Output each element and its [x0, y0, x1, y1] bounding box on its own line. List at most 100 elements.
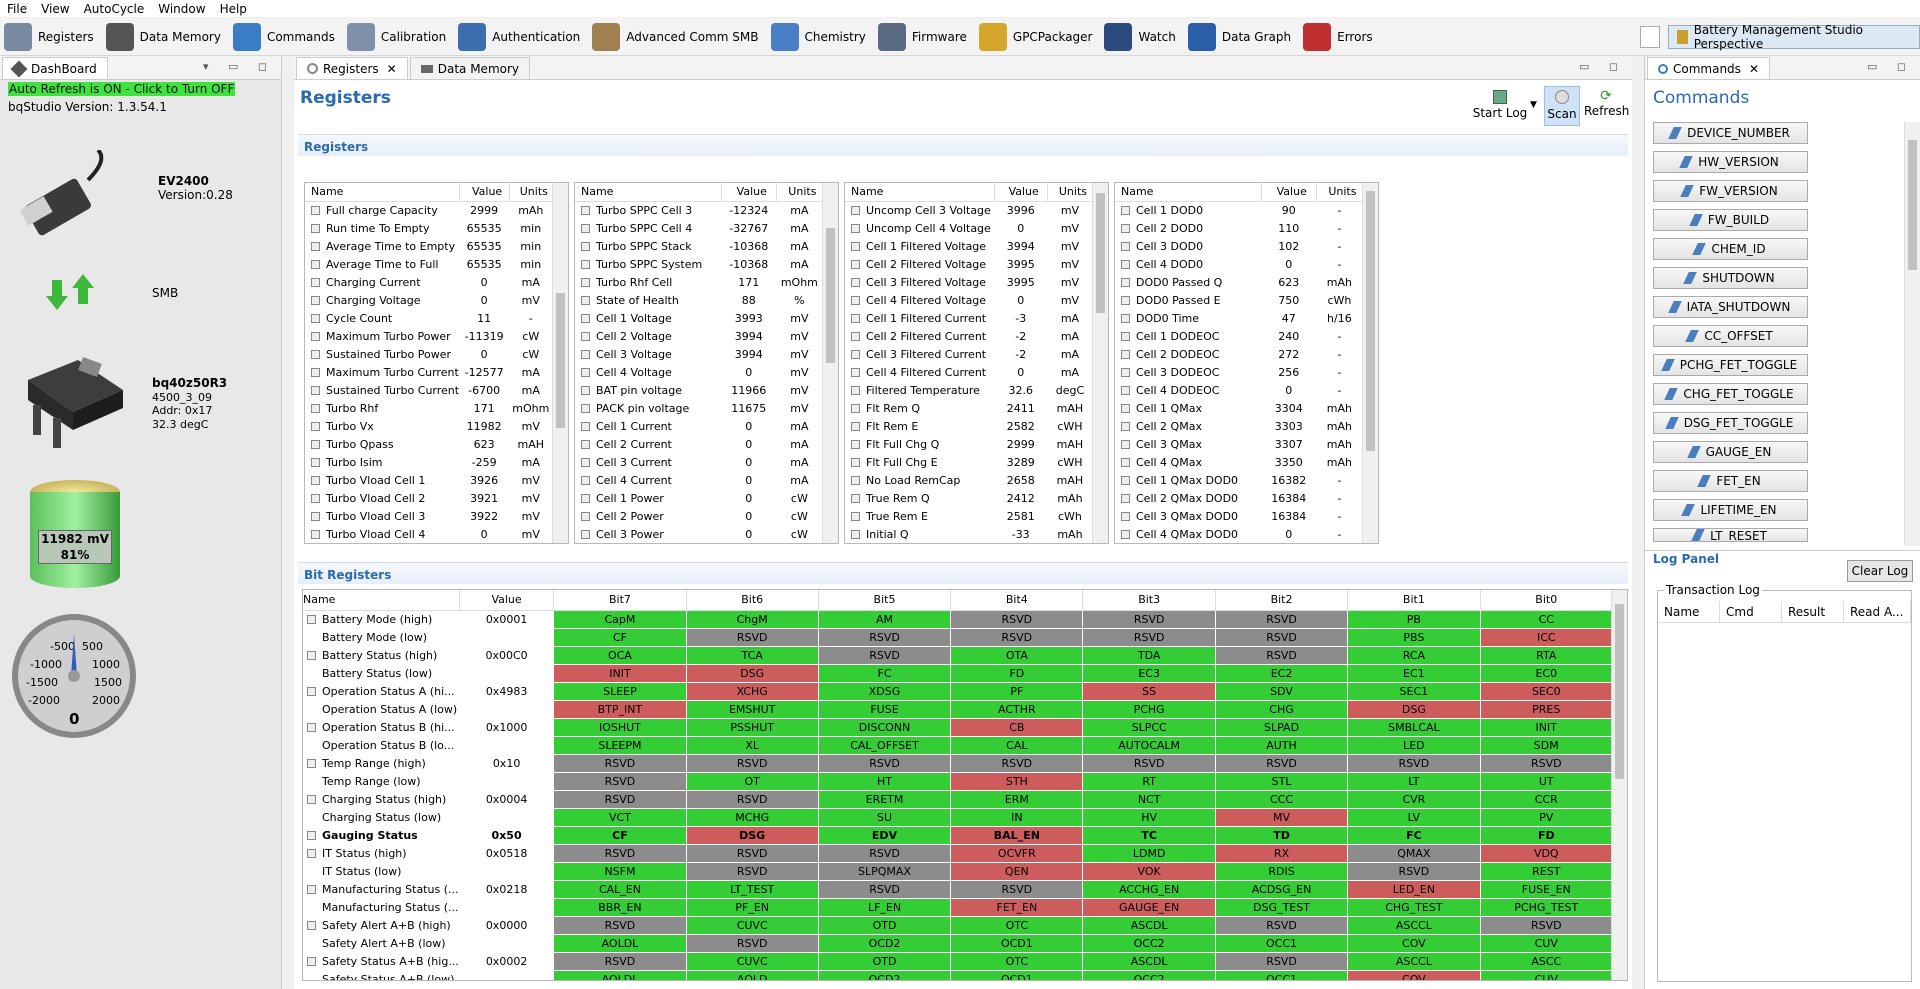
table-row[interactable]: Maximum Turbo Power -11319 cW	[305, 327, 553, 345]
table-row[interactable]: Turbo Vx 11982 mV	[305, 417, 553, 435]
menu-view[interactable]: View	[41, 1, 70, 16]
table-row[interactable]: Cell 3 Filtered Voltage 3995 mV	[845, 273, 1093, 291]
command-cc-offset-button[interactable]: CC_OFFSET	[1653, 325, 1808, 347]
table-row[interactable]: Cell 4 QMax DOD0 0 -	[1115, 525, 1363, 543]
toolbar-chemistry-button[interactable]: Chemistry	[767, 20, 870, 54]
command-lifetime-en-button[interactable]: LIFETIME_EN	[1653, 499, 1808, 521]
register-table-scrollbar[interactable]	[1092, 183, 1108, 543]
table-row[interactable]: Cell 3 Current 0 mA	[575, 453, 823, 471]
table-row[interactable]: Cell 3 DODEOC 256 -	[1115, 363, 1363, 381]
toolbar-calibration-button[interactable]: Calibration	[343, 20, 450, 54]
scrollbar-thumb[interactable]	[556, 293, 565, 428]
command-fw-build-button[interactable]: FW_BUILD	[1653, 209, 1808, 231]
register-table-scrollbar[interactable]	[822, 183, 838, 543]
table-row[interactable]: Turbo Qpass 623 mAH	[305, 435, 553, 453]
close-icon[interactable]: ✕	[386, 61, 397, 76]
column-header-bit7[interactable]: Bit7	[553, 590, 687, 611]
table-row[interactable]: DOD0 Passed Q 623 mAh	[1115, 273, 1363, 291]
lock-icon[interactable]	[307, 920, 316, 930]
table-row[interactable]: DOD0 Time 47 h/16	[1115, 309, 1363, 327]
bit-register-row[interactable]: Operation Status A (low) BTP_INT EMSHUT FUS…	[303, 700, 1614, 719]
column-header-value[interactable]: Value	[994, 183, 1048, 202]
menu-file[interactable]: File	[7, 1, 28, 16]
table-row[interactable]: Cell 3 Power 0 cW	[575, 525, 823, 543]
table-row[interactable]: True Rem Q 2412 mAh	[845, 489, 1093, 507]
lock-icon[interactable]	[307, 956, 316, 966]
table-row[interactable]: Cell 2 Current 0 mA	[575, 435, 823, 453]
toolbar-firmware-button[interactable]: Firmware	[874, 20, 971, 54]
bit-register-row[interactable]: Charging Status (high) 0x0004 RSVD RSVD ERET…	[303, 790, 1614, 809]
table-row[interactable]: Cell 2 Power 0 cW	[575, 507, 823, 525]
table-row[interactable]: Cell 2 Voltage 3994 mV	[575, 327, 823, 345]
window-controls[interactable]: ▾ ▭ ◻	[202, 60, 275, 73]
table-row[interactable]: Cell 2 DOD0 110 -	[1115, 219, 1363, 237]
table-row[interactable]: Turbo Vload Cell 3 3922 mV	[305, 507, 553, 525]
log-column-2[interactable]: Result	[1782, 600, 1844, 623]
table-row[interactable]: Cell 3 DOD0 102 -	[1115, 237, 1363, 255]
column-header-bit2[interactable]: Bit2	[1215, 590, 1349, 611]
column-header-bit1[interactable]: Bit1	[1347, 590, 1481, 611]
table-row[interactable]: Cell 1 Voltage 3993 mV	[575, 309, 823, 327]
bit-register-row[interactable]: Safety Status A+B (low) AOLDL AOLD OCD2 OCD1…	[303, 970, 1614, 980]
clear-log-button[interactable]: Clear Log	[1847, 560, 1913, 582]
table-row[interactable]: DOD0 Passed E 750 cWh	[1115, 291, 1363, 309]
toolbar-watch-button[interactable]: Watch	[1100, 20, 1179, 54]
column-header-name[interactable]: Name	[1115, 183, 1262, 202]
log-column-3[interactable]: Read A...	[1844, 600, 1911, 623]
table-row[interactable]: Cell 1 Filtered Current -3 mA	[845, 309, 1093, 327]
scan-button[interactable]: Scan	[1544, 86, 1580, 126]
table-row[interactable]: Charging Current 0 mA	[305, 273, 553, 291]
column-header-bit5[interactable]: Bit5	[818, 590, 952, 611]
lock-icon[interactable]	[307, 650, 316, 660]
table-row[interactable]: Flt Rem Q 2411 mAH	[845, 399, 1093, 417]
commands-window-controls[interactable]: ▭ ◻	[1866, 60, 1914, 73]
scrollbar-thumb[interactable]	[826, 228, 835, 363]
bit-register-row[interactable]: Temp Range (high) 0x10 RSVD RSVD RSVD RSVD RSV…	[303, 754, 1614, 773]
lock-icon[interactable]	[307, 830, 316, 840]
bit-register-row[interactable]: Operation Status A (hi... 0x4983 SLEEP XCHG…	[303, 682, 1614, 701]
column-header-name[interactable]: Name	[575, 183, 722, 202]
tab-data-memory[interactable]: Data Memory	[409, 57, 531, 79]
table-row[interactable]: State of Health 88%	[575, 291, 823, 309]
toolbar-commands-button[interactable]: Commands	[229, 20, 339, 54]
column-header-bit4[interactable]: Bit4	[950, 590, 1084, 611]
toolbar-advanced-comm-smb-button[interactable]: Advanced Comm SMB	[588, 20, 762, 54]
table-row[interactable]: Turbo Vload Cell 4 0 mV	[305, 525, 553, 543]
lock-icon[interactable]	[307, 722, 316, 732]
command-dsg-fet-toggle-button[interactable]: DSG_FET_TOGGLE	[1653, 412, 1808, 434]
tab-registers[interactable]: Registers ✕	[296, 57, 408, 79]
table-row[interactable]: Cell 1 Power 0 cW	[575, 489, 823, 507]
table-row[interactable]: True Rem E 2581 cWh	[845, 507, 1093, 525]
toolbar-gpcpackager-button[interactable]: GPCPackager	[975, 20, 1097, 54]
table-row[interactable]: Cell 1 DOD0 90 -	[1115, 201, 1363, 219]
command-fet-en-button[interactable]: FET_EN	[1653, 470, 1808, 492]
lock-icon[interactable]	[307, 686, 316, 696]
table-row[interactable]: Initial Q -33 mAh	[845, 525, 1093, 543]
table-row[interactable]: Turbo Vload Cell 2 3921 mV	[305, 489, 553, 507]
bit-register-row[interactable]: Battery Status (high) 0x00C0 OCA TCA RSVD OTA…	[303, 646, 1614, 665]
bit-register-row[interactable]: Battery Mode (high) 0x0001 CapM ChgM AM RSVD R…	[303, 610, 1614, 629]
table-row[interactable]: Turbo Vload Cell 1 3926 mV	[305, 471, 553, 489]
editor-window-controls[interactable]: ▭ ◻	[1578, 60, 1626, 73]
lock-icon[interactable]	[307, 794, 316, 804]
lock-icon[interactable]	[307, 848, 316, 858]
table-row[interactable]: Cell 4 Current 0 mA	[575, 471, 823, 489]
table-row[interactable]: Cell 4 Voltage 0 mV	[575, 363, 823, 381]
command-iata-shutdown-button[interactable]: IATA_SHUTDOWN	[1653, 296, 1808, 318]
command-hw-version-button[interactable]: HW_VERSION	[1653, 151, 1808, 173]
table-row[interactable]: Filtered Temperature 32.6 degC	[845, 381, 1093, 399]
lock-icon[interactable]	[307, 884, 316, 894]
column-header-bit3[interactable]: Bit3	[1082, 590, 1216, 611]
table-row[interactable]: Cell 4 DOD0 0 -	[1115, 255, 1363, 273]
column-header-units[interactable]: Units	[509, 183, 554, 202]
table-row[interactable]: Cell 1 DODEOC 240 -	[1115, 327, 1363, 345]
table-row[interactable]: Cell 4 DODEOC 0 -	[1115, 381, 1363, 399]
bit-register-row[interactable]: Safety Alert A+B (low) AOLDL RSVD OCD2 OCD1 O…	[303, 934, 1614, 953]
table-row[interactable]: Cell 2 Filtered Voltage 3995 mV	[845, 255, 1093, 273]
start-log-dropdown-icon[interactable]: ▼	[1530, 100, 1537, 110]
register-table-scrollbar[interactable]	[1362, 183, 1378, 543]
table-row[interactable]: Sustained Turbo Power 0 cW	[305, 345, 553, 363]
column-header-units[interactable]: Units	[1047, 183, 1094, 202]
table-row[interactable]: Cell 3 Filtered Current -2 mA	[845, 345, 1093, 363]
column-header-units[interactable]: Units	[776, 183, 824, 202]
